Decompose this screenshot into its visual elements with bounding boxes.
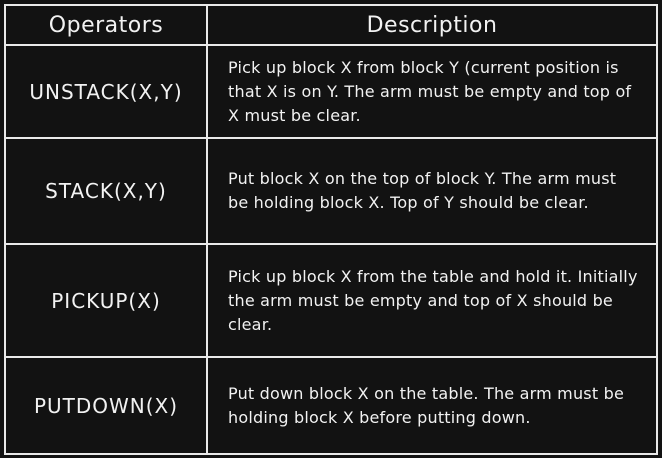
description-stack: Put block X on the top of block Y. The a… xyxy=(208,139,656,245)
description-putdown: Put down block X on the table. The arm m… xyxy=(228,383,625,427)
operator-putdown: PUTDOWN(X) xyxy=(6,358,208,453)
operator-stack: STACK(X,Y) xyxy=(6,139,208,245)
description-unstack: Pick up block X from block Y (current po… xyxy=(208,46,656,139)
operator-pickup: PICKUP(X) xyxy=(6,245,208,358)
header-description: Description xyxy=(208,6,656,46)
operators-table: Operators Description UNSTACK(X,Y) Pick … xyxy=(4,4,658,455)
operator-unstack: UNSTACK(X,Y) xyxy=(6,46,208,139)
description-pickup: Pick up block X from the table and hold … xyxy=(208,245,656,358)
header-operators: Operators xyxy=(6,6,208,46)
